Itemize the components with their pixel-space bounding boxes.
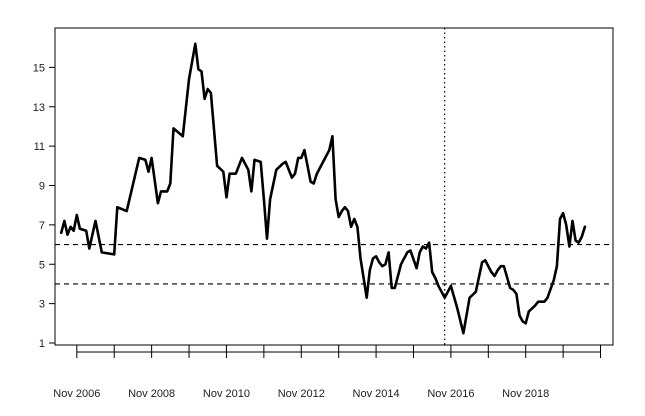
x-tick-label: Nov 2008 [128, 388, 175, 400]
y-tick-label: 5 [39, 259, 45, 271]
x-tick-label: Nov 2012 [278, 388, 325, 400]
y-tick-label: 7 [39, 220, 45, 232]
y-tick-label: 1 [39, 338, 45, 350]
y-tick-label: 13 [33, 102, 45, 114]
series-line [59, 42, 587, 335]
y-tick-label: 9 [39, 181, 45, 193]
x-tick-label: Nov 2014 [353, 388, 400, 400]
reference-lines-layer [55, 28, 613, 345]
x-tick-label: Nov 2016 [427, 388, 474, 400]
x-tick-label: Nov 2018 [502, 388, 549, 400]
x-tick-label: Nov 2010 [203, 388, 250, 400]
series-layer [59, 42, 587, 335]
y-tick-label: 3 [39, 299, 45, 311]
y-tick-label: 15 [33, 62, 45, 74]
y-tick-label: 11 [34, 141, 45, 153]
plot-frame [54, 27, 614, 346]
x-tick-label: Nov 2006 [53, 388, 100, 400]
